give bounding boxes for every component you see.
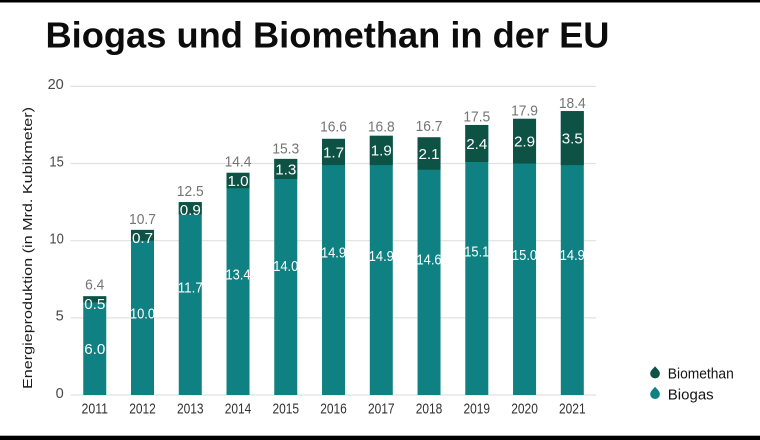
svg-text:2013: 2013 (177, 401, 204, 417)
svg-text:17.9: 17.9 (511, 102, 538, 119)
svg-text:10: 10 (49, 232, 63, 248)
svg-text:2015: 2015 (272, 401, 299, 417)
svg-text:3.5: 3.5 (562, 130, 583, 147)
svg-text:17.5: 17.5 (463, 109, 490, 126)
svg-text:15.0: 15.0 (512, 247, 537, 264)
svg-text:12.5: 12.5 (177, 183, 204, 200)
svg-text:15.1: 15.1 (464, 244, 489, 261)
svg-text:16.6: 16.6 (320, 118, 347, 135)
svg-text:14.4: 14.4 (225, 154, 252, 171)
svg-text:2021: 2021 (559, 401, 586, 417)
svg-text:14.9: 14.9 (369, 248, 394, 265)
svg-text:16.7: 16.7 (416, 118, 443, 135)
svg-text:2016: 2016 (320, 401, 347, 417)
svg-text:2020: 2020 (511, 401, 538, 417)
svg-text:Biogas: Biogas (668, 386, 714, 403)
svg-text:14.6: 14.6 (416, 252, 441, 269)
svg-text:Biomethan: Biomethan (668, 366, 734, 383)
svg-text:14.0: 14.0 (273, 258, 298, 275)
svg-text:15.3: 15.3 (272, 141, 299, 158)
svg-text:1.0: 1.0 (227, 173, 248, 190)
svg-text:2014: 2014 (225, 401, 252, 417)
svg-text:0.9: 0.9 (180, 202, 201, 219)
svg-text:18.4: 18.4 (559, 95, 586, 112)
svg-text:0: 0 (56, 386, 64, 402)
svg-text:15: 15 (49, 154, 63, 170)
svg-text:20: 20 (48, 77, 64, 93)
svg-text:1.9: 1.9 (371, 143, 392, 160)
svg-text:14.9: 14.9 (321, 244, 346, 261)
svg-text:1.3: 1.3 (275, 161, 296, 178)
svg-text:16.8: 16.8 (368, 119, 395, 136)
svg-text:1.7: 1.7 (323, 144, 344, 161)
svg-text:2019: 2019 (463, 401, 490, 417)
svg-text:2.1: 2.1 (418, 146, 439, 163)
svg-text:2.4: 2.4 (466, 136, 487, 153)
svg-text:6.0: 6.0 (84, 341, 105, 358)
svg-text:10.0: 10.0 (130, 306, 155, 323)
svg-text:6.4: 6.4 (85, 277, 104, 294)
svg-text:5: 5 (56, 309, 64, 325)
svg-text:0.5: 0.5 (84, 296, 105, 313)
svg-text:2018: 2018 (416, 401, 443, 417)
svg-text:Biogas und Biomethan in der EU: Biogas und Biomethan in der EU (46, 14, 610, 55)
svg-text:2012: 2012 (129, 401, 156, 417)
svg-text:10.7: 10.7 (129, 211, 156, 228)
svg-text:13.4: 13.4 (225, 266, 250, 283)
svg-text:2.9: 2.9 (514, 133, 535, 150)
svg-text:11.7: 11.7 (178, 280, 203, 297)
svg-text:0.7: 0.7 (132, 230, 153, 247)
svg-text:2011: 2011 (81, 401, 108, 417)
svg-text:14.9: 14.9 (560, 247, 585, 264)
svg-text:Energieproduktion (in Mrd. Kub: Energieproduktion (in Mrd. Kubikmeter) (20, 107, 35, 389)
svg-text:2017: 2017 (368, 401, 395, 417)
